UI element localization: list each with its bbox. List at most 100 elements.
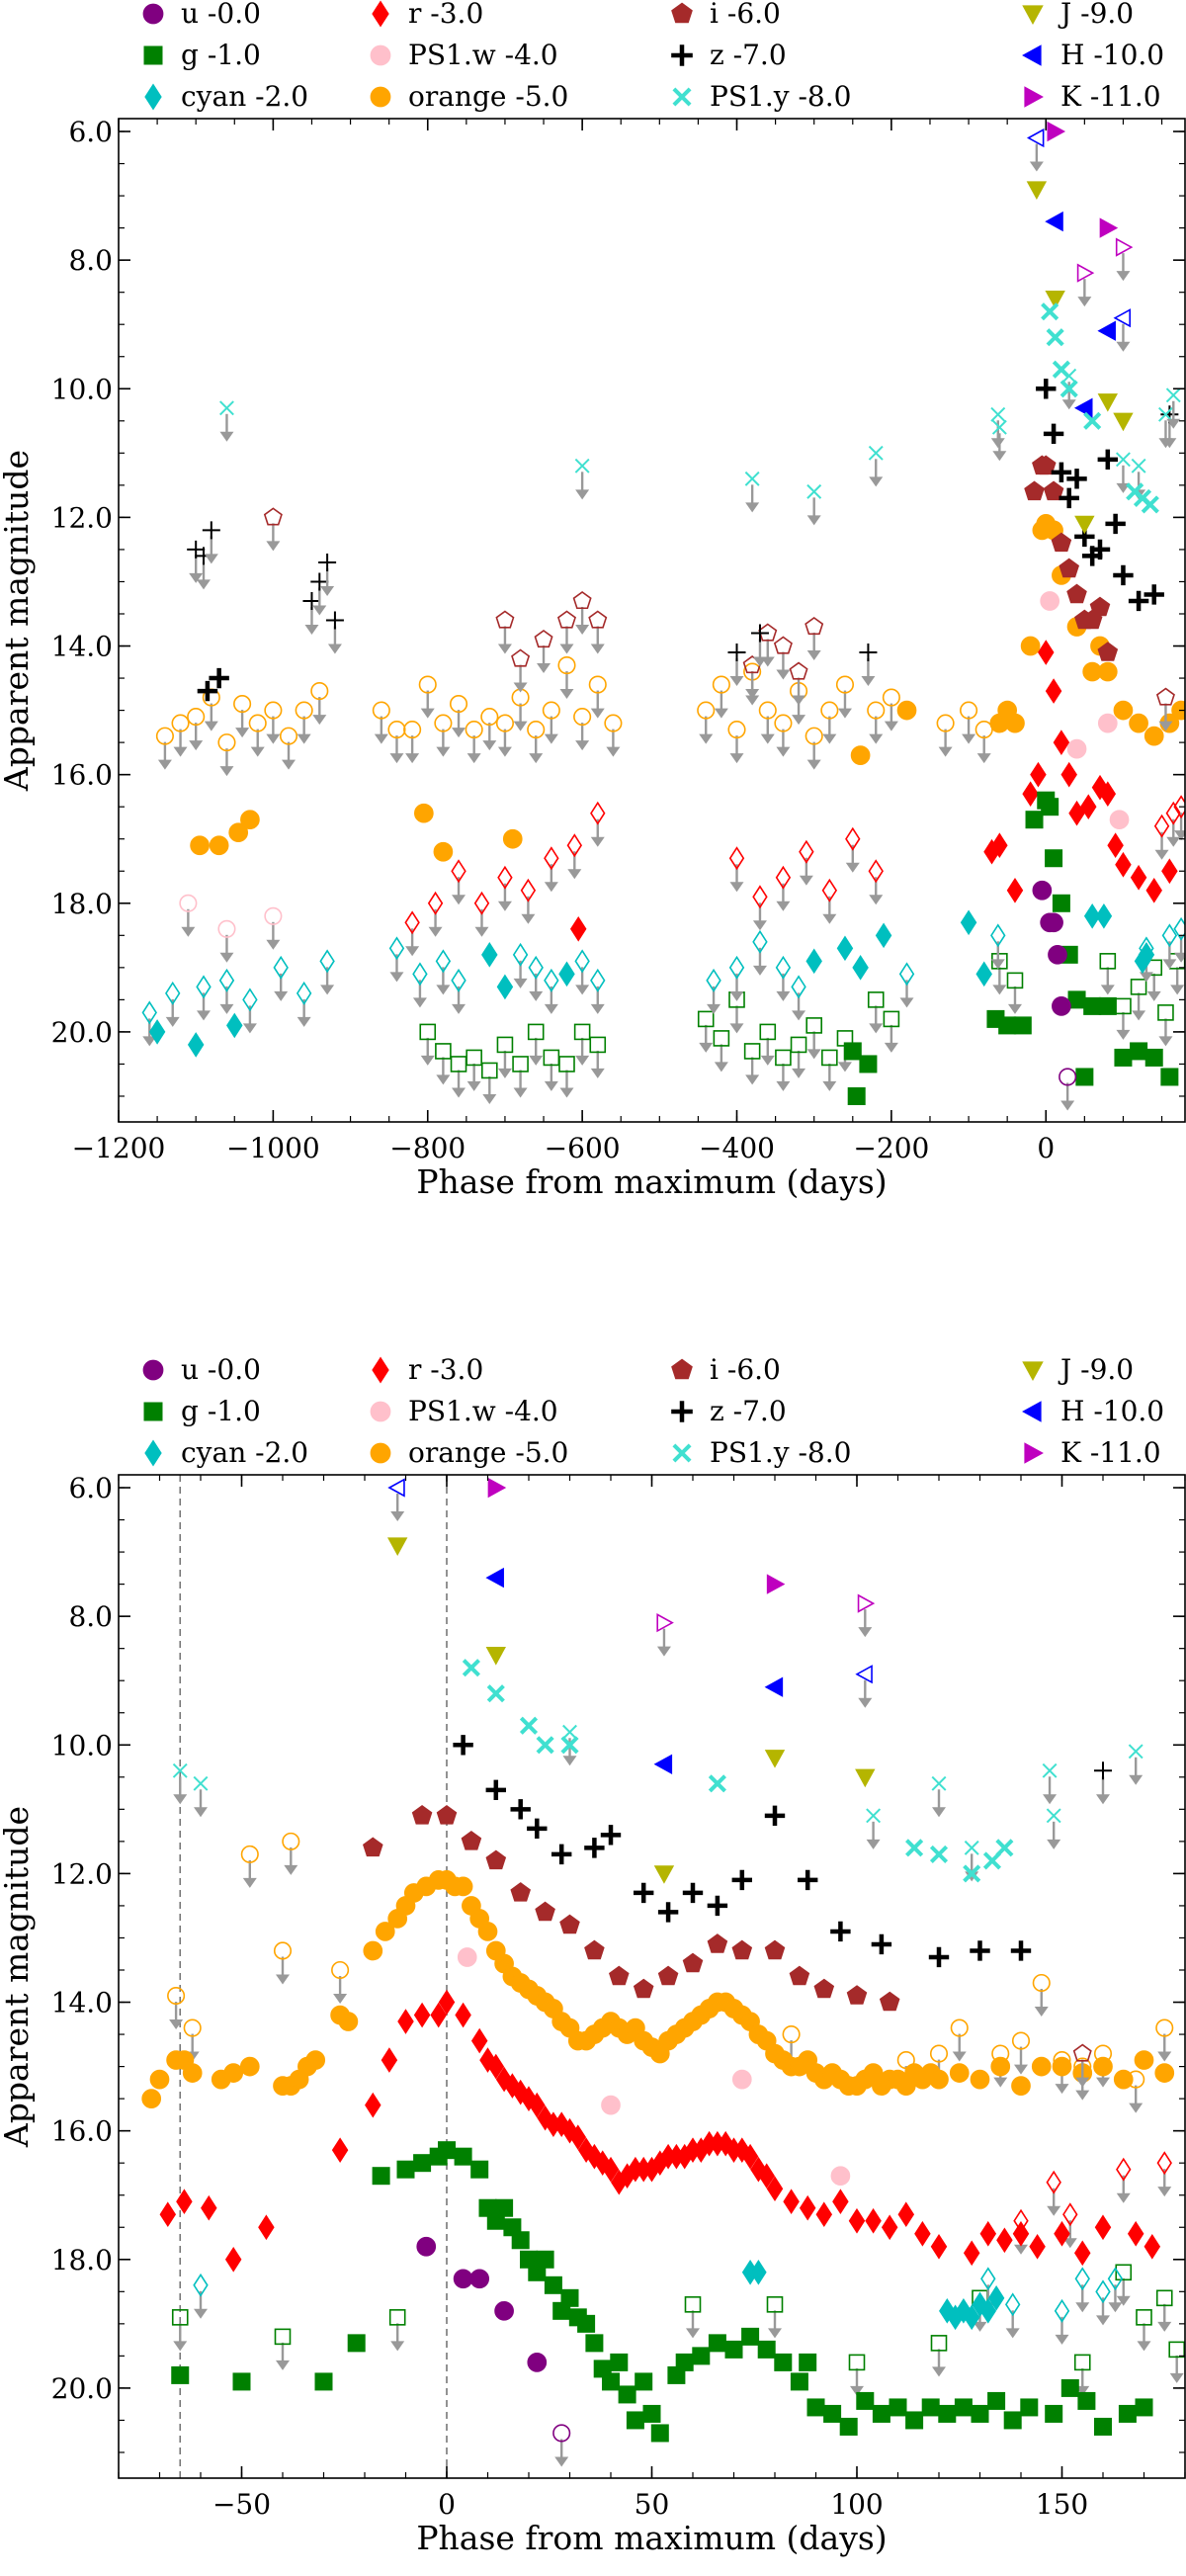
data-point: [1141, 495, 1159, 514]
data-point: [504, 2073, 521, 2099]
legend-label: J -9.0: [1058, 1353, 1134, 1386]
data-point: [650, 2424, 669, 2443]
upper-limit-arrow: [768, 2310, 782, 2339]
upper-limit-point: [325, 611, 344, 630]
data-point: [1115, 851, 1132, 878]
data-point: [363, 1837, 383, 1857]
upper-limit-point: [773, 636, 793, 654]
upper-limit-arrow: [1170, 967, 1185, 995]
upper-limit-arrow: [806, 497, 821, 526]
upper-limit-arrow: [312, 697, 327, 726]
legend-marker: [143, 1402, 163, 1421]
legend-label: u -0.0: [181, 1353, 261, 1386]
upper-limit-point: [791, 975, 806, 999]
data-point: [929, 1845, 949, 1863]
data-point: [536, 2250, 554, 2269]
y-tick-label: 12.0: [51, 1857, 113, 1890]
data-point: [865, 2207, 882, 2234]
upper-limit-arrow: [173, 2323, 188, 2352]
upper-limit-point: [805, 617, 824, 636]
data-point: [594, 2150, 611, 2177]
upper-limit-point: [1165, 387, 1181, 403]
upper-limit-arrow: [235, 710, 250, 738]
upper-limit-arrow: [304, 606, 319, 635]
data-point: [397, 2009, 414, 2034]
upper-limit-arrow: [590, 1050, 605, 1078]
legend-marker: [142, 1359, 164, 1381]
upper-limit-arrow: [992, 967, 1007, 995]
data-point: [774, 2353, 793, 2371]
upper-limit-arrow: [686, 2310, 700, 2339]
upper-limit-point: [167, 1986, 186, 2006]
upper-limit-point: [656, 1613, 674, 1633]
upper-limit-point: [868, 445, 884, 461]
data-point: [1041, 798, 1059, 816]
plot-frame: [118, 118, 1186, 1123]
data-point: [1024, 480, 1045, 501]
data-point: [1052, 894, 1070, 912]
data-point: [305, 2050, 326, 2070]
data-point: [469, 2269, 490, 2289]
legend-marker: [142, 3, 164, 25]
data-point: [1047, 121, 1066, 142]
data-point: [1114, 1048, 1133, 1067]
upper-limit-arrow: [374, 716, 388, 744]
series-z: [453, 1735, 1112, 1968]
data-point: [372, 2167, 390, 2186]
data-point: [453, 2269, 473, 2289]
data-point: [731, 1869, 752, 1891]
data-point: [224, 2246, 242, 2273]
data-point: [1059, 487, 1079, 509]
data-point: [830, 1921, 851, 1942]
data-point: [1130, 1042, 1148, 1061]
data-point: [991, 832, 1008, 859]
upper-limit-point: [388, 936, 405, 961]
upper-limit-arrow: [590, 626, 605, 654]
data-point: [798, 1869, 818, 1891]
upper-limit-point: [274, 2328, 292, 2346]
upper-limit-arrow: [1034, 1989, 1049, 2018]
upper-limit-point: [466, 1049, 482, 1067]
upper-limit-arrow: [1100, 967, 1115, 995]
legend-marker: [372, 0, 389, 28]
data-point: [436, 1805, 458, 1825]
upper-limit-point: [318, 553, 337, 571]
data-point: [1093, 2056, 1113, 2077]
data-point: [815, 2201, 833, 2228]
data-point: [551, 1844, 572, 1865]
upper-limit-arrow: [806, 741, 821, 770]
upper-limit-point: [172, 1762, 188, 1778]
data-point: [527, 1818, 548, 1840]
data-point: [897, 2201, 915, 2228]
upper-limit-arrow: [932, 1789, 946, 1818]
data-point: [609, 1965, 630, 1986]
upper-limit-arrow: [194, 1789, 208, 1818]
legend-marker: [144, 1439, 162, 1467]
data-point: [430, 2002, 447, 2028]
data-point: [438, 1989, 456, 2016]
upper-limit-arrow: [1029, 143, 1044, 172]
upper-limit-point: [193, 1775, 209, 1791]
x-tick-label: 50: [635, 2488, 670, 2521]
upper-limit-point: [1011, 2031, 1031, 2050]
upper-limit-point: [727, 721, 746, 739]
upper-limit-arrow: [869, 716, 884, 744]
upper-limit-arrow: [312, 587, 327, 616]
data-point: [495, 2066, 513, 2093]
data-point: [1041, 302, 1059, 321]
upper-limit-point: [1155, 2289, 1173, 2307]
data-point: [1031, 2056, 1052, 2077]
upper-limit-point: [1042, 1762, 1058, 1778]
data-point: [1128, 590, 1149, 612]
upper-limit-arrow: [837, 690, 852, 719]
data-point: [642, 2404, 661, 2423]
data-point: [783, 2189, 800, 2215]
data-point: [455, 2002, 471, 2028]
y-tick-label: 10.0: [51, 373, 113, 405]
data-point: [182, 2063, 203, 2083]
upper-limit-point: [497, 865, 513, 890]
upper-limit-point: [1006, 972, 1024, 989]
upper-limit-point: [859, 644, 878, 662]
data-point: [1060, 761, 1077, 788]
y-tick-label: 16.0: [51, 759, 113, 792]
